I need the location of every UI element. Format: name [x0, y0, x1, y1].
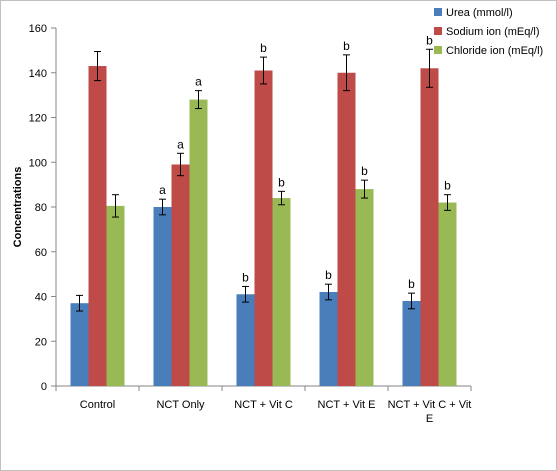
legend-label: Urea (mmol/l): [446, 7, 513, 19]
significance-label: b: [361, 164, 368, 178]
bar: [337, 72, 356, 386]
significance-label: b: [408, 277, 415, 291]
x-tick-label: NCT Only: [156, 399, 205, 411]
bar: [402, 300, 421, 386]
significance-label: a: [159, 183, 166, 197]
y-tick-label: 140: [29, 68, 47, 80]
x-tick-label: Control: [80, 399, 115, 411]
bar: [438, 202, 457, 386]
y-axis-label: Concentrations: [12, 167, 24, 248]
bar: [171, 164, 190, 386]
bar: [272, 198, 291, 386]
legend-swatch: [434, 46, 442, 54]
x-tick-label: NCT + Vit C + Vit E: [388, 399, 472, 425]
significance-label: b: [325, 268, 332, 282]
y-tick-label: 0: [41, 381, 47, 393]
x-tick-label: NCT + Vit C: [234, 399, 293, 411]
significance-label: a: [177, 137, 184, 151]
y-tick-label: 40: [35, 292, 47, 304]
bar: [420, 68, 439, 387]
significance-label: b: [343, 39, 350, 53]
significance-label: b: [444, 179, 451, 193]
significance-label: b: [278, 175, 285, 189]
bar: [236, 294, 255, 386]
bar: [88, 66, 107, 386]
legend-label: Chloride ion (mEq/l): [446, 45, 543, 57]
bar: [70, 303, 89, 386]
bar: [153, 207, 172, 386]
y-tick-label: 20: [35, 336, 47, 348]
legend-label: Sodium ion (mEq/l): [446, 26, 540, 38]
y-tick-label: 60: [35, 247, 47, 259]
y-tick-label: 80: [35, 202, 47, 214]
significance-label: a: [195, 75, 202, 89]
legend-swatch: [434, 27, 442, 35]
y-tick-label: 120: [29, 113, 47, 125]
bar: [106, 205, 125, 386]
significance-label: b: [260, 41, 267, 55]
bar: [254, 70, 273, 386]
x-tick-label: NCT + Vit E: [318, 399, 376, 411]
significance-label: b: [242, 270, 249, 284]
y-tick-label: 100: [29, 157, 47, 169]
y-tick-label: 160: [29, 23, 47, 35]
bar: [189, 99, 208, 386]
bar: [319, 292, 338, 386]
legend-swatch: [434, 8, 442, 16]
significance-label: b: [426, 33, 433, 47]
bar: [355, 189, 374, 386]
